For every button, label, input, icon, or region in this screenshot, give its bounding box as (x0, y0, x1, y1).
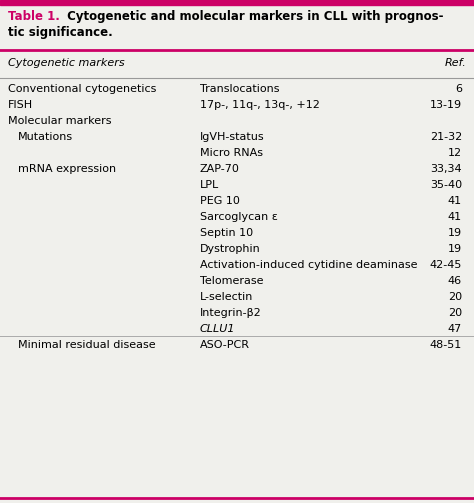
Text: Integrin-β2: Integrin-β2 (200, 308, 262, 318)
Text: PEG 10: PEG 10 (200, 196, 240, 206)
Text: tic significance.: tic significance. (8, 26, 113, 39)
Text: Ref.: Ref. (444, 58, 466, 68)
Bar (0, 0, 474, 5)
Text: Sarcoglycan ε: Sarcoglycan ε (200, 212, 278, 222)
Text: Septin 10: Septin 10 (200, 228, 253, 238)
Text: 12: 12 (448, 148, 462, 158)
Text: Telomerase: Telomerase (200, 276, 264, 286)
Text: 20: 20 (448, 292, 462, 302)
Text: Cytogenetic markers: Cytogenetic markers (8, 58, 125, 68)
Text: 35-40: 35-40 (430, 180, 462, 190)
Text: ZAP-70: ZAP-70 (200, 164, 240, 174)
Text: FISH: FISH (8, 100, 33, 110)
Text: 20: 20 (448, 308, 462, 318)
Text: 47: 47 (448, 324, 462, 334)
Text: 41: 41 (448, 212, 462, 222)
Text: 19: 19 (448, 228, 462, 238)
Text: L-selectin: L-selectin (200, 292, 254, 302)
Text: Table 1.: Table 1. (8, 10, 60, 23)
Text: LPL: LPL (200, 180, 219, 190)
Text: 6: 6 (455, 84, 462, 94)
Text: Cytogenetic and molecular markers in CLL with prognos-: Cytogenetic and molecular markers in CLL… (63, 10, 444, 23)
Text: Dystrophin: Dystrophin (200, 244, 261, 254)
Text: Micro RNAs: Micro RNAs (200, 148, 263, 158)
Text: 21-32: 21-32 (430, 132, 462, 142)
Text: ASO-PCR: ASO-PCR (200, 340, 250, 350)
Text: Mutations: Mutations (18, 132, 73, 142)
Text: CLLU1: CLLU1 (200, 324, 236, 334)
Text: Translocations: Translocations (200, 84, 280, 94)
Text: IgVH-status: IgVH-status (200, 132, 264, 142)
Text: 19: 19 (448, 244, 462, 254)
Text: 48-51: 48-51 (430, 340, 462, 350)
Text: mRNA expression: mRNA expression (18, 164, 116, 174)
Text: 13-19: 13-19 (430, 100, 462, 110)
Text: 33,34: 33,34 (430, 164, 462, 174)
Text: Activation-induced cytidine deaminase: Activation-induced cytidine deaminase (200, 260, 418, 270)
Text: 46: 46 (448, 276, 462, 286)
Text: Conventional cytogenetics: Conventional cytogenetics (8, 84, 156, 94)
Text: 42-45: 42-45 (429, 260, 462, 270)
Text: Minimal residual disease: Minimal residual disease (18, 340, 155, 350)
Text: 17p-, 11q-, 13q-, +12: 17p-, 11q-, 13q-, +12 (200, 100, 320, 110)
Text: 41: 41 (448, 196, 462, 206)
Text: Molecular markers: Molecular markers (8, 116, 111, 126)
